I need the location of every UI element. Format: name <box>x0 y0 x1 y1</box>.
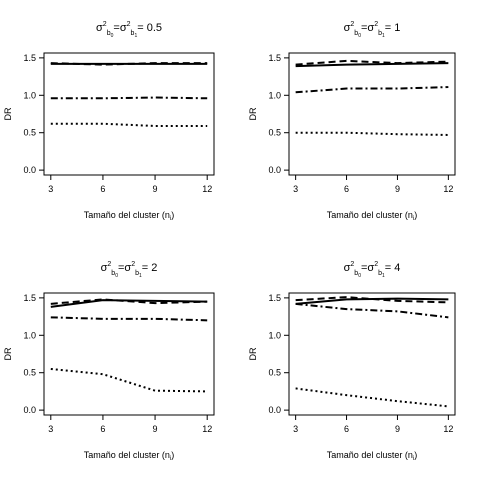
panel-title: σ2b0=σ2b1= 1 <box>344 21 401 39</box>
series-line-solid <box>295 297 449 305</box>
y-tick-label: 0.0 <box>23 405 36 415</box>
y-tick-label: 0.5 <box>268 368 281 378</box>
x-axis-label: Tamaño del cluster (ni) <box>84 210 174 222</box>
x-axis-label: Tamaño del cluster (ni) <box>327 210 417 222</box>
series-line-dashdot <box>50 96 208 100</box>
x-tick-label: 12 <box>443 184 453 194</box>
y-tick-label: 1.5 <box>268 293 281 303</box>
panel-title: σ2b0=σ2b1= 4 <box>344 261 401 279</box>
x-tick-label: 3 <box>48 184 53 194</box>
y-axis-label: DR <box>248 107 258 120</box>
panel-4: 3 6 9 12 0.0 0.5 1.0 1.5 DR Tamaño del cluster (n… <box>248 261 456 462</box>
plot-frame <box>288 52 456 176</box>
y-tick-label: 0.0 <box>268 405 281 415</box>
y-tick-label: 1.0 <box>268 330 281 340</box>
x-tick-label: 12 <box>202 184 212 194</box>
y-tick-label: 0.5 <box>268 128 281 138</box>
plot-frame <box>43 52 215 176</box>
y-axis-label: DR <box>3 107 13 120</box>
x-tick-label: 3 <box>293 424 298 434</box>
plot-frame <box>43 292 215 416</box>
series-line-dashed <box>295 59 449 66</box>
series-line-dashed <box>295 296 449 304</box>
panel-2: 3 6 9 12 0.0 0.5 1.0 1.5 DR Tamaño del cluster (n… <box>248 21 456 222</box>
series-line-dashdot <box>295 86 449 94</box>
x-tick-label: 6 <box>344 424 349 434</box>
x-tick-label: 6 <box>100 184 105 194</box>
x-tick-label: 9 <box>395 424 400 434</box>
y-tick-label: 0.0 <box>268 165 281 175</box>
series-line-dashdot <box>295 302 449 319</box>
series-line-dotted <box>295 387 449 408</box>
series-line-dashed <box>50 62 208 66</box>
panel-3: 3 6 9 12 0.0 0.5 1.0 1.5 DR Tamaño del cluster (n… <box>3 261 215 462</box>
x-tick-label: 3 <box>293 184 298 194</box>
x-tick-label: 12 <box>202 424 212 434</box>
y-tick-label: 0.5 <box>23 128 36 138</box>
y-axis-label: DR <box>248 347 258 360</box>
series-line-dotted <box>50 367 208 393</box>
x-tick-label: 3 <box>48 424 53 434</box>
y-tick-label: 0.0 <box>23 165 36 175</box>
y-tick-label: 1.0 <box>23 330 36 340</box>
y-tick-label: 0.5 <box>23 368 36 378</box>
y-tick-label: 1.0 <box>23 90 36 100</box>
x-tick-label: 9 <box>153 184 158 194</box>
y-tick-label: 1.0 <box>268 90 281 100</box>
x-axis-label: Tamaño del cluster (ni) <box>84 450 174 462</box>
series-line-dotted <box>295 131 449 136</box>
series-line-dotted <box>50 122 208 127</box>
panel-title: σ2b0=σ2b1= 2 <box>101 261 158 279</box>
series-line-solid <box>295 62 449 68</box>
y-tick-label: 1.5 <box>23 53 36 63</box>
x-tick-label: 9 <box>153 424 158 434</box>
x-tick-label: 6 <box>344 184 349 194</box>
series-line-dashed <box>50 298 208 305</box>
x-axis-label: Tamaño del cluster (ni) <box>327 450 417 462</box>
x-tick-label: 6 <box>100 424 105 434</box>
panel-1: 3 6 9 12 0.0 0.5 1.0 1.5 DR Tamaño del cluster (n… <box>3 21 215 222</box>
y-axis-label: DR <box>3 347 13 360</box>
plot-frame <box>288 292 456 416</box>
x-tick-label: 12 <box>443 424 453 434</box>
y-tick-label: 1.5 <box>268 53 281 63</box>
x-tick-label: 9 <box>395 184 400 194</box>
panel-title: σ2b0=σ2b1= 0.5 <box>96 21 162 39</box>
series-line-dashdot <box>50 316 208 322</box>
y-tick-label: 1.5 <box>23 293 36 303</box>
